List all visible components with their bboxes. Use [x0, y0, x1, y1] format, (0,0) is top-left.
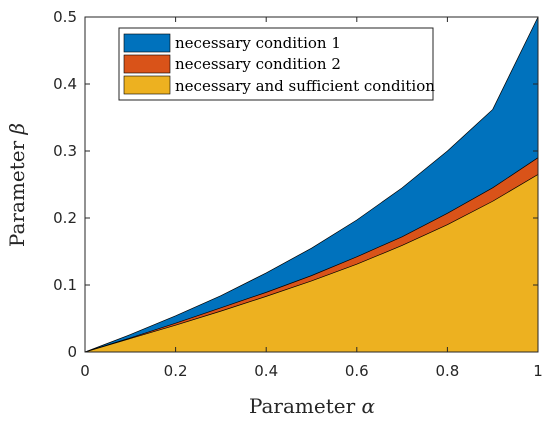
x-axis-label: Parameter α: [249, 394, 376, 418]
legend-swatch-necessary-and-sufficient-condition: [123, 75, 171, 95]
y-axis-label-text: Parameter: [5, 140, 29, 247]
y-tick-label: 0.1: [53, 276, 77, 294]
y-tick-label: 0.5: [53, 8, 77, 26]
x-tick-label: 0.8: [435, 362, 459, 380]
y-axis-label-symbol: β: [5, 123, 29, 136]
legend-swatch-necessary-condition-2: [123, 54, 171, 74]
x-tick-label: 0.2: [164, 362, 188, 380]
x-tick-label: 0: [80, 362, 90, 380]
axes: [84, 16, 539, 353]
legend: necessary condition 1 necessary conditio…: [118, 27, 435, 101]
x-axis-label-text: Parameter: [249, 394, 356, 418]
y-tick-label: 0.3: [53, 142, 77, 160]
y-tick-label: 0: [67, 343, 77, 361]
y-tick-label: 0.4: [53, 75, 77, 93]
x-tick-label: 0.6: [345, 362, 369, 380]
x-axis-label-symbol: α: [362, 394, 376, 418]
y-ticks: 0 0.1 0.2 0.3 0.4 0.5: [53, 8, 538, 361]
plot-frame: [84, 16, 539, 353]
y-axis-label: Parameter β: [5, 123, 29, 247]
x-tick-label: 1: [533, 362, 543, 380]
legend-label-necessary-condition-2: necessary condition 2: [175, 55, 341, 73]
x-ticks: 0 0.2 0.4 0.6 0.8 1: [80, 17, 543, 380]
x-tick-label: 0.4: [254, 362, 278, 380]
legend-label-necessary-condition-1: necessary condition 1: [175, 34, 341, 52]
legend-box: [118, 27, 434, 101]
legend-label-necessary-and-sufficient-condition: necessary and sufficient condition: [175, 77, 435, 95]
legend-swatch-necessary-condition-1: [123, 33, 171, 53]
y-tick-label: 0.2: [53, 209, 77, 227]
